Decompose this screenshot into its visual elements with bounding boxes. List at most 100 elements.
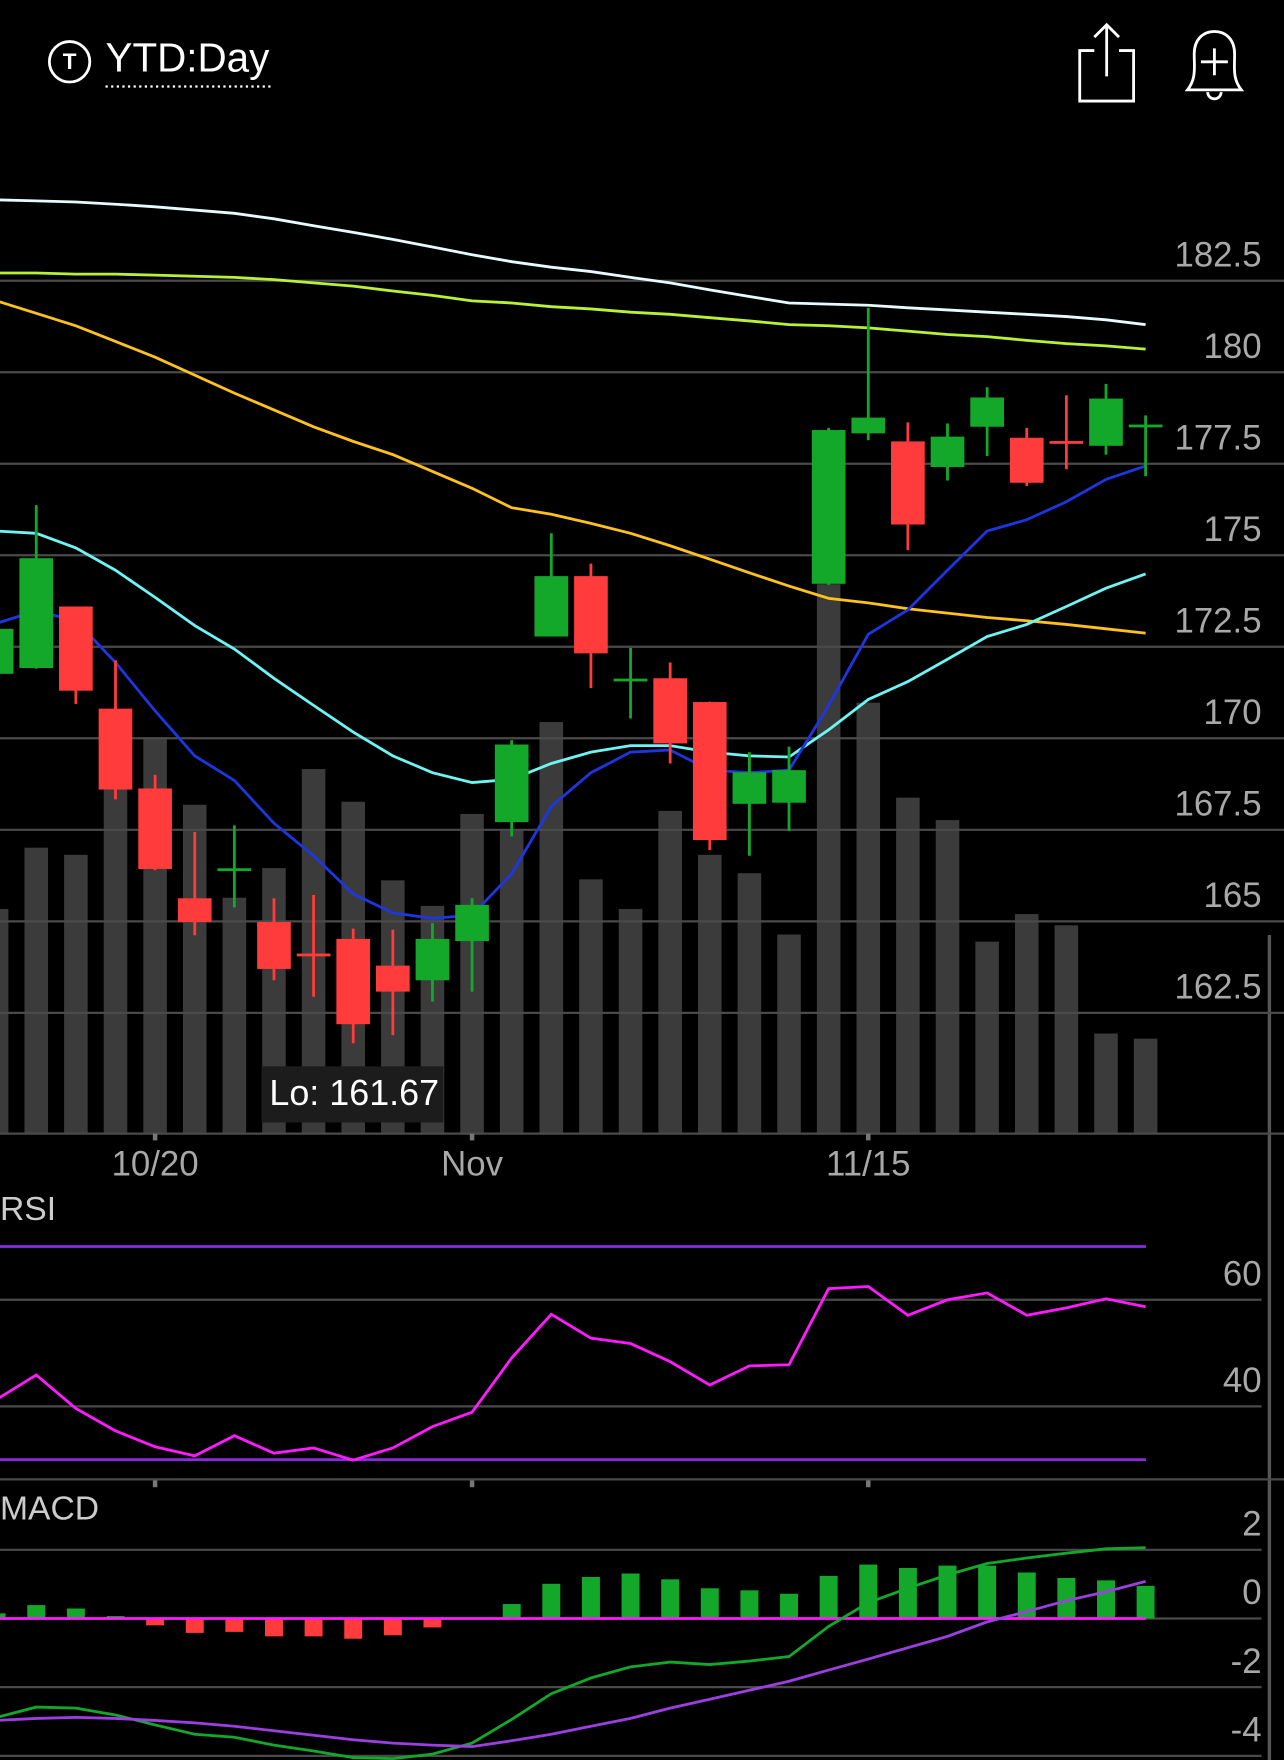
histogram-bar	[225, 1618, 244, 1632]
x-tick-label: Nov	[441, 1145, 503, 1183]
y-tick-label: 60	[1223, 1255, 1262, 1293]
histogram-bar	[859, 1564, 878, 1619]
volume-bar	[499, 830, 524, 1134]
candle-body	[177, 898, 212, 923]
share-box	[1078, 49, 1136, 103]
histogram-bar	[740, 1590, 759, 1619]
volume-bar	[1133, 1038, 1158, 1134]
histogram-bar	[621, 1573, 640, 1619]
low-annotation: Lo: 161.67	[269, 1072, 439, 1113]
candle-body	[1089, 398, 1123, 446]
histogram-bar	[185, 1618, 204, 1633]
y-tick-label: 2	[1242, 1505, 1261, 1543]
y-tick-label: 40	[1223, 1362, 1262, 1400]
histogram-bar	[542, 1583, 561, 1619]
candle-body	[1128, 424, 1163, 428]
candle-body	[494, 744, 529, 823]
volume-bar	[539, 722, 564, 1134]
y-tick-label: 172.5	[1175, 602, 1262, 640]
volume-bar	[64, 854, 88, 1134]
moving-average	[0, 529, 1147, 784]
bell	[1184, 30, 1245, 92]
x-tick-label: 11/15	[826, 1145, 910, 1183]
volume-bar	[896, 797, 920, 1134]
volume-bar	[1094, 1033, 1118, 1134]
volume-bar	[698, 854, 722, 1134]
share-arrow	[1093, 22, 1121, 77]
y-tick-label: 180	[1204, 328, 1262, 366]
volume-bar	[0, 908, 9, 1134]
ticker-icon-glyph: T	[63, 49, 77, 74]
candle-body	[534, 576, 569, 637]
histogram-bar	[66, 1608, 85, 1619]
volume-bar	[103, 785, 128, 1134]
plus	[1200, 48, 1228, 76]
timeframe-label[interactable]: YTD:Day	[106, 34, 271, 80]
candle-body	[970, 397, 1004, 427]
histogram-bar	[581, 1576, 600, 1619]
y-tick-label: -2	[1231, 1643, 1262, 1681]
y-tick-label: 177.5	[1175, 419, 1262, 457]
candle-body	[375, 965, 410, 992]
volume-bar	[658, 810, 682, 1134]
histogram-bar	[146, 1618, 165, 1626]
histogram-bar	[661, 1579, 680, 1619]
moving-average	[0, 300, 1146, 635]
candle-body	[257, 922, 291, 969]
volume-bar	[1054, 925, 1079, 1134]
y-tick-label: 162.5	[1175, 968, 1262, 1006]
candle-body	[891, 441, 925, 525]
panel-title: MACD	[0, 1491, 99, 1528]
histogram-bar	[938, 1565, 957, 1619]
y-tick-label: 0	[1242, 1574, 1261, 1612]
candle-body	[296, 953, 331, 957]
volume-bar	[777, 934, 801, 1134]
candle-body	[415, 938, 450, 981]
candle-body	[336, 938, 371, 1025]
candle-body	[455, 904, 489, 942]
volume-bar	[975, 941, 999, 1134]
candle-body	[574, 576, 608, 654]
moving-average	[0, 271, 1146, 351]
macd-line	[0, 1580, 1146, 1748]
candle-body	[930, 436, 965, 468]
candle-body	[19, 558, 54, 669]
panel-title: RSI	[0, 1191, 56, 1228]
y-tick-label: 167.5	[1175, 785, 1262, 823]
candle-body	[732, 772, 767, 804]
histogram-bar	[264, 1618, 283, 1637]
y-tick-label: 165	[1204, 877, 1262, 915]
candle-body	[217, 868, 252, 872]
annotation-box	[261, 1066, 444, 1123]
candle-body	[772, 770, 806, 803]
histogram-bar	[1097, 1580, 1115, 1619]
histogram-bar	[898, 1568, 917, 1619]
bell-clapper	[1206, 91, 1223, 101]
volume-bar	[579, 879, 603, 1134]
candle-body	[98, 708, 133, 790]
y-tick-label: -4	[1231, 1711, 1262, 1749]
histogram-bar	[27, 1605, 46, 1619]
ticker-icon	[47, 40, 92, 84]
histogram-bar	[0, 1613, 6, 1619]
histogram-bar	[700, 1588, 719, 1619]
volume-bar	[618, 908, 643, 1134]
moving-average	[0, 464, 1147, 920]
volume-bar	[737, 873, 762, 1134]
histogram-bar	[1136, 1585, 1155, 1619]
alert-button[interactable]	[1184, 30, 1245, 101]
volume-bar	[222, 897, 247, 1134]
volume-bar	[935, 820, 960, 1134]
histogram-bar	[502, 1604, 521, 1619]
timeframe-button[interactable]: T YTD:Day	[47, 34, 274, 88]
share-button[interactable]	[1078, 22, 1136, 103]
volume-bar	[816, 584, 841, 1134]
histogram-bar	[780, 1593, 799, 1619]
rsi-line	[0, 1285, 1146, 1462]
volume-bar	[182, 804, 207, 1134]
candle-body	[811, 430, 846, 584]
candle-body	[1049, 441, 1084, 444]
